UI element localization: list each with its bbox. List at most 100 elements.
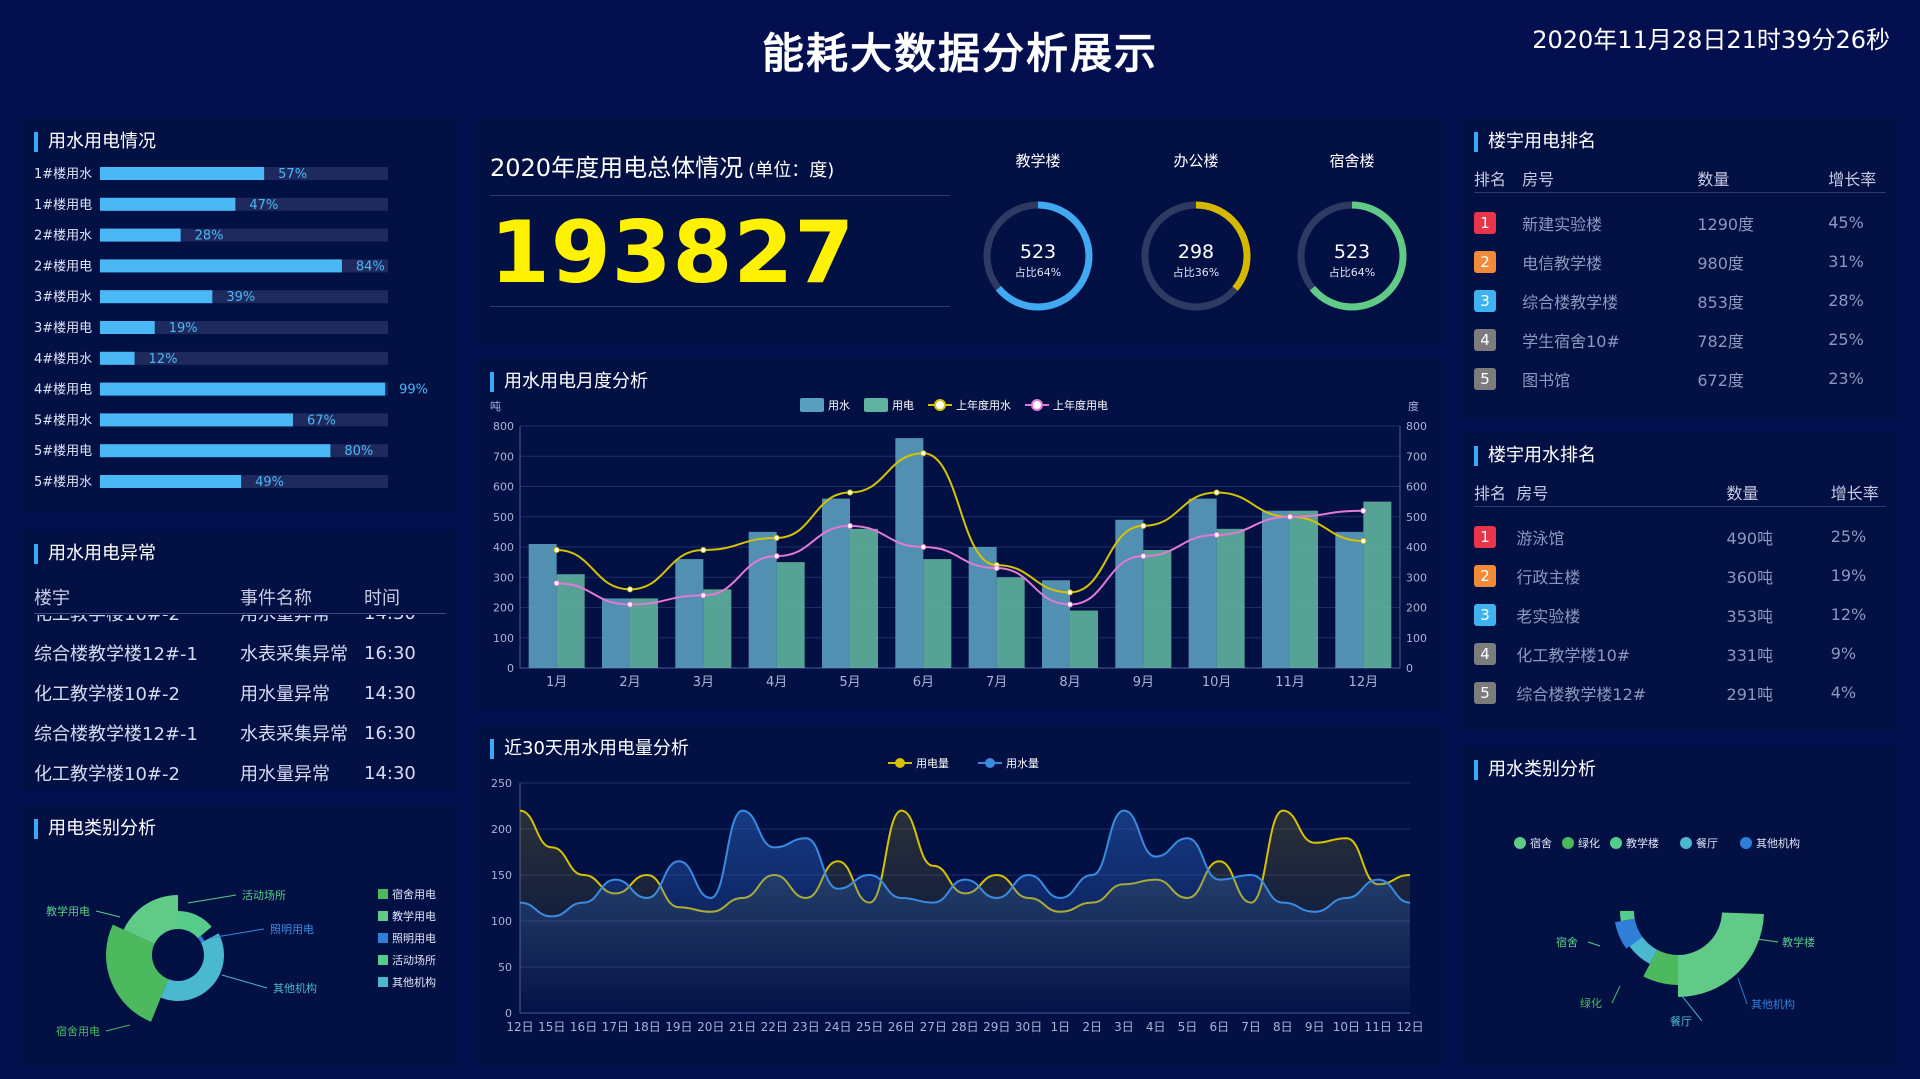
y2-tick-label: 500 [1406,511,1427,524]
legend-label: 用水量 [1006,757,1039,770]
bar-elec [923,559,952,668]
usage-item-label: 2#楼用电 [34,259,92,274]
x-tick-label: 29日 [983,1020,1010,1034]
callout-line [105,1024,131,1032]
cell-time: 14:30 [364,762,416,784]
rank-qty-cell: 490吨 [1726,528,1774,548]
y-tick-label: 600 [493,481,514,494]
rank-qty-cell: 360吨 [1726,567,1774,587]
rank-cell: 2 [1474,564,1516,587]
callout-line [1737,977,1748,1005]
divider [490,306,950,307]
rose-segment [1629,936,1658,964]
line-point [627,601,633,608]
rank-badge: 5 [1474,681,1496,704]
rose-segment [123,895,178,945]
rank-cell: 5 [1474,367,1522,390]
rank-name-cell: 化工教学楼10# [1516,645,1631,665]
legend-label: 用电 [892,399,914,412]
x-tick-label: 10月 [1202,675,1232,690]
bar-elec [1216,528,1245,668]
rank-badge: 2 [1474,250,1496,273]
cell-building: 化工教学楼10#-2 [34,615,240,626]
cell-time: 14:30 [364,615,444,624]
callout-line [1681,995,1703,1022]
legend-label: 宿舍用电 [392,887,436,901]
callout-label: 其他机构 [1751,997,1795,1011]
ring-label: 办公楼 [1173,152,1218,170]
rank-badge: 2 [1474,564,1496,587]
y2-tick-label: 100 [1406,632,1427,645]
rank-name-cell: 行政主楼 [1516,567,1581,587]
ring-sub: 占比64% [1015,265,1061,279]
bar-water [895,438,924,668]
rank-rate-cell: 19% [1830,566,1867,585]
rank-column-header: 数量 [1726,483,1759,503]
line-point [773,534,780,541]
x-tick-label: 7日 [1241,1020,1261,1034]
rank-rate-cell: 25% [1830,527,1867,546]
table-row: 5 综合楼教学楼12# 291吨 4% [1474,673,1886,712]
usage-bar [100,228,181,242]
water-category-panel: 用水类别分析 宿舍 绿化 餐厅 其他机构 教学楼 宿舍 绿化 教学楼 餐厅 其他机构 [1460,746,1900,1067]
usage-track [100,351,388,365]
x-tick-label: 26日 [888,1020,915,1034]
legend-swatch [1610,837,1622,849]
legend-marker [1031,399,1043,411]
bar-water [1115,519,1144,668]
bar-elec [996,577,1025,668]
legend-swatch [1514,837,1526,849]
rose-segment [197,935,205,943]
rank-name-cell: 图书馆 [1522,370,1571,390]
ring-value: 523 [1020,241,1056,263]
usage-track [100,321,388,334]
line-point [1287,513,1293,520]
line-point [920,450,927,457]
rank-column-header: 房号 [1516,483,1549,503]
y-tick-label: 300 [493,571,514,584]
line-point [993,565,1000,572]
rank-cell: 4 [1474,642,1516,665]
rank-qty-cell: 291吨 [1726,684,1774,704]
usage-pct-label: 80% [344,444,373,459]
water-rank-panel: 楼宇用水排名 排名 房号 数量 增长率 1 游泳馆 490吨 25% 2 行政主楼 360吨 19% 3… [1460,432,1900,732]
y2-tick-label: 300 [1406,571,1427,584]
x-tick-label: 3日 [1114,1020,1134,1034]
cell-time: 16:30 [364,722,416,744]
usage-item-label: 3#楼用水 [34,290,92,305]
rank-cell: 4 [1474,328,1522,351]
x-tick-label: 12日 [506,1020,533,1034]
rank-qty-cell: 353吨 [1726,606,1774,626]
legend-swatch [864,398,888,412]
y-tick-label: 0 [507,662,514,675]
y-tick-label: 400 [493,541,514,554]
rank-badge: 3 [1474,603,1496,626]
usage-pct-label: 12% [149,352,178,367]
callout-line [1611,985,1621,1004]
y-tick-label: 500 [493,511,514,524]
col-event: 事件名称 [240,587,312,609]
annual-total: 193827 [490,203,856,303]
usage-pct-label: 67% [307,413,336,428]
legend-swatch [1680,837,1692,849]
rank-rate-cell: 12% [1830,605,1867,624]
legend-label: 教学楼 [1626,836,1659,850]
y2-axis-unit: 度 [1408,399,1419,413]
legend-swatch [378,955,388,965]
table-row: 化工教学楼10#-2 用水量异常 14:30 [34,673,446,713]
rank-name-cell: 新建实验楼 [1522,214,1603,234]
x-tick-label: 8日 [1273,1020,1293,1034]
usage-panel-title: 用水用电情况 [34,132,156,152]
rank-rate-cell: 23% [1828,369,1864,388]
col-building: 楼宇 [34,587,70,609]
rank-name-cell: 电信教学楼 [1522,253,1603,273]
ring-gauges: 教学楼 523 占比64% 办公楼 298 占比36% 宿舍楼 523 占比64% [983,152,1407,311]
elec-category-panel: 用电类别分析 宿舍用电 教学用电 照明用电 活动场所 其他机构 宿舍用电 教学用电 照明用电活… [20,805,460,1067]
x-tick-label: 28日 [951,1020,978,1034]
x-tick-label: 8月 [1059,675,1080,690]
legend-marker [934,399,946,411]
y-axis-unit: 吨 [490,400,501,413]
legend-label: 教学用电 [392,909,436,923]
table-row: 1 新建实验楼 1290度 45% [1474,203,1886,242]
